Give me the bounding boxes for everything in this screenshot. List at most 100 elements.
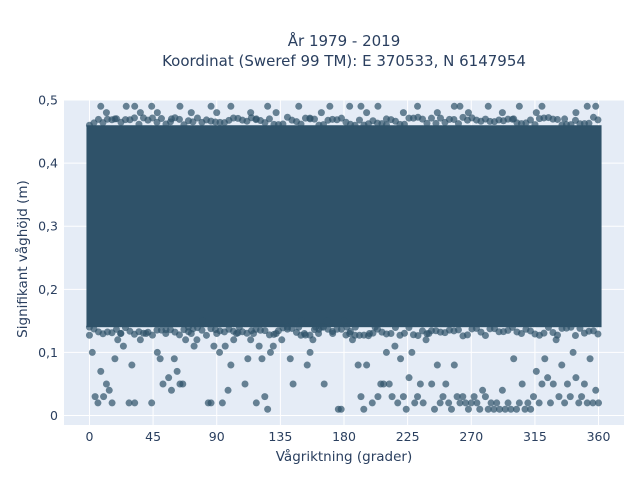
data-point	[580, 380, 588, 388]
x-axis-ticks: 0 45 90 135 180 225 270 315 360	[85, 429, 610, 444]
data-point	[283, 323, 291, 331]
data-point	[498, 386, 506, 394]
data-point	[91, 393, 99, 401]
data-point	[464, 405, 472, 413]
x-tick-label: 45	[145, 429, 161, 444]
data-point	[117, 329, 125, 337]
chart-title-line1: År 1979 - 2019	[288, 31, 401, 50]
band-edge-point	[387, 329, 395, 337]
data-point	[111, 115, 119, 123]
data-point	[470, 393, 478, 401]
data-point	[128, 361, 136, 369]
data-point	[490, 405, 498, 413]
data-point	[351, 323, 359, 331]
data-point	[162, 329, 170, 337]
data-point	[357, 102, 365, 110]
band-edge-point	[436, 114, 444, 122]
data-point	[190, 342, 198, 350]
data-point	[227, 361, 235, 369]
data-point	[546, 399, 554, 407]
data-point	[586, 355, 594, 363]
data-point	[374, 102, 382, 110]
data-point	[100, 393, 108, 401]
data-point	[233, 329, 241, 337]
data-point	[360, 405, 368, 413]
band-edge-point	[427, 114, 435, 122]
band-edge-point	[351, 121, 359, 129]
data-point	[464, 109, 472, 117]
data-point	[88, 348, 96, 356]
band-edge-point	[567, 121, 575, 129]
data-point	[97, 102, 105, 110]
data-point	[473, 399, 481, 407]
data-point	[258, 355, 266, 363]
data-point	[108, 399, 116, 407]
data-point	[380, 380, 388, 388]
data-point	[456, 102, 464, 110]
data-point	[346, 102, 354, 110]
data-point	[235, 323, 243, 331]
data-point	[184, 323, 192, 331]
band-edge-point	[175, 115, 183, 123]
data-point	[411, 399, 419, 407]
band-edge-point	[585, 119, 593, 127]
data-point	[484, 102, 492, 110]
data-point	[122, 102, 130, 110]
x-tick-label: 180	[332, 429, 356, 444]
chart-title-line2: Koordinat (Sweref 99 TM): E 370533, N 61…	[162, 52, 526, 70]
data-point	[286, 355, 294, 363]
data-point	[354, 361, 362, 369]
data-point	[131, 399, 139, 407]
band-edge-point	[450, 115, 458, 123]
data-point	[513, 405, 521, 413]
band-edge-point	[526, 116, 534, 124]
band-edge-point	[540, 329, 548, 337]
data-point	[170, 355, 178, 363]
band-edge-point	[576, 324, 584, 332]
data-point	[289, 380, 297, 388]
data-point	[317, 109, 325, 117]
data-point	[159, 380, 167, 388]
data-point	[252, 115, 260, 123]
band-edge-point	[198, 326, 206, 334]
x-tick-label: 225	[396, 429, 420, 444]
data-point	[102, 109, 110, 117]
data-point	[227, 102, 235, 110]
data-point	[496, 405, 504, 413]
band-edge-point	[202, 331, 210, 339]
band-edge-point	[157, 115, 165, 123]
band-edge-point	[337, 325, 345, 333]
data-point	[187, 109, 195, 117]
data-point	[340, 317, 348, 325]
data-point	[575, 399, 583, 407]
band-edge-point	[553, 115, 561, 123]
data-point	[555, 393, 563, 401]
data-point	[515, 102, 523, 110]
data-point	[552, 336, 560, 344]
band-edge-point	[279, 120, 287, 128]
data-point	[365, 329, 373, 337]
data-point	[264, 405, 272, 413]
data-point	[456, 399, 464, 407]
band-edge-point	[391, 323, 399, 331]
data-point	[306, 115, 314, 123]
band-edge-point	[418, 115, 426, 123]
data-point	[230, 336, 238, 344]
data-point	[538, 102, 546, 110]
data-point	[125, 399, 133, 407]
data-point	[97, 367, 105, 375]
band-edge-point	[265, 115, 273, 123]
data-point	[391, 342, 399, 350]
data-point	[111, 355, 119, 363]
data-point	[518, 380, 526, 388]
data-point	[459, 393, 467, 401]
band-edge-point	[432, 119, 440, 127]
data-point	[278, 336, 286, 344]
data-point	[561, 115, 569, 123]
data-point	[595, 399, 603, 407]
data-point	[563, 380, 571, 388]
data-point	[447, 405, 455, 413]
data-point	[578, 393, 586, 401]
data-point	[541, 355, 549, 363]
